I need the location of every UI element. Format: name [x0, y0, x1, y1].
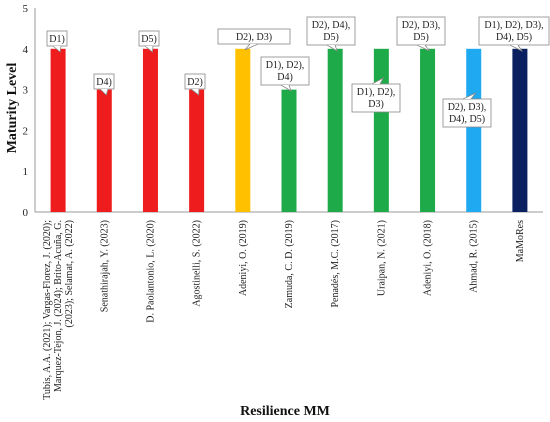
bar [466, 48, 482, 212]
callout-pointer [371, 77, 385, 85]
bar [96, 89, 112, 212]
callout-pointer [144, 45, 154, 53]
callout-pointer [509, 44, 524, 53]
callout-label: D1) [49, 34, 65, 45]
bar [281, 89, 297, 212]
bar [420, 48, 436, 212]
x-tick-label: Tubis, A.A. (2021); Vargas-Florez, J. (2… [42, 220, 53, 400]
y-tick-label: 0 [23, 207, 29, 219]
callout-label: D2), D4), [312, 20, 351, 31]
callout-label: D2), D3), [402, 20, 441, 31]
x-tick-label: Senathirajah, Y. (2023) [99, 220, 110, 312]
callout-pointer [416, 44, 430, 52]
x-tick-label: Marquez-Tejon, J. (2024); Brito-Acuña, G… [53, 220, 64, 392]
x-tick-label: MaMoRes [515, 220, 526, 262]
callout-label: D2) [187, 77, 203, 88]
callout-label: D5) [413, 32, 429, 43]
callout-box [396, 16, 446, 46]
x-tick-label: Agostinelli, S. (2022) [192, 220, 203, 307]
x-tick-label: Uraipan, N. (2021) [376, 220, 387, 296]
x-tick-label: Adeniyi, O. (2019) [238, 220, 249, 296]
bar [235, 48, 251, 212]
y-tick-label: 5 [23, 3, 29, 15]
x-tick-label: Penadés, M.C. (2017) [330, 220, 341, 308]
callout-label: D5) [141, 34, 157, 45]
callout-label: D3) [368, 99, 384, 110]
callout-label: D5) [323, 32, 339, 43]
bar [189, 89, 205, 212]
callout-label: D4), D5) [496, 32, 532, 43]
callout-pointer [244, 43, 259, 51]
bar [373, 48, 389, 212]
callout-pointer [99, 88, 109, 96]
bar [142, 48, 158, 212]
callout-pointer [52, 45, 62, 53]
callout-box [442, 98, 492, 128]
callout-label: D1), D2), D3), [484, 20, 543, 31]
y-tick-label: 3 [23, 85, 29, 97]
y-tick-label: 1 [23, 166, 29, 178]
callout-pointer [280, 84, 292, 92]
callout-box [351, 83, 401, 113]
callout-pointer [462, 92, 477, 100]
callout-label: D2), D3), [448, 102, 487, 113]
bar [512, 48, 528, 212]
callout-pointer [326, 44, 338, 52]
callout-label: D2), D3) [236, 32, 272, 43]
y-tick-label: 2 [23, 125, 29, 137]
y-axis-title: Maturity Level [5, 63, 20, 154]
callout-label: D4), D5) [449, 114, 485, 125]
callout-pointer [190, 88, 200, 96]
callout-label: D1), D2), [266, 60, 305, 71]
x-axis-title: Resilience MM [240, 404, 330, 419]
callout-label: D4) [277, 72, 293, 83]
x-tick-label: Zamuda, C. D. (2019) [284, 220, 295, 308]
y-tick-label: 4 [23, 44, 29, 56]
callout-label: D4) [96, 77, 112, 88]
x-tick-label: D. Paolantonio, L. (2020) [145, 220, 156, 323]
callout-box [478, 16, 550, 46]
plot-area: 0 1 2 3 4 5 Tubis, A.A. (2021); Vargas-Florez,… [23, 3, 550, 400]
x-tick-label: Adeniyi, O. (2018) [423, 220, 434, 296]
x-tick-label: (2023); Selamat, A. (2022) [64, 220, 75, 327]
bar [50, 48, 66, 212]
x-tick-label: Ahmad, R. (2015) [469, 220, 480, 293]
bar [327, 48, 343, 212]
callout-box [306, 16, 356, 46]
callout-label: D1), D2), [357, 87, 396, 98]
